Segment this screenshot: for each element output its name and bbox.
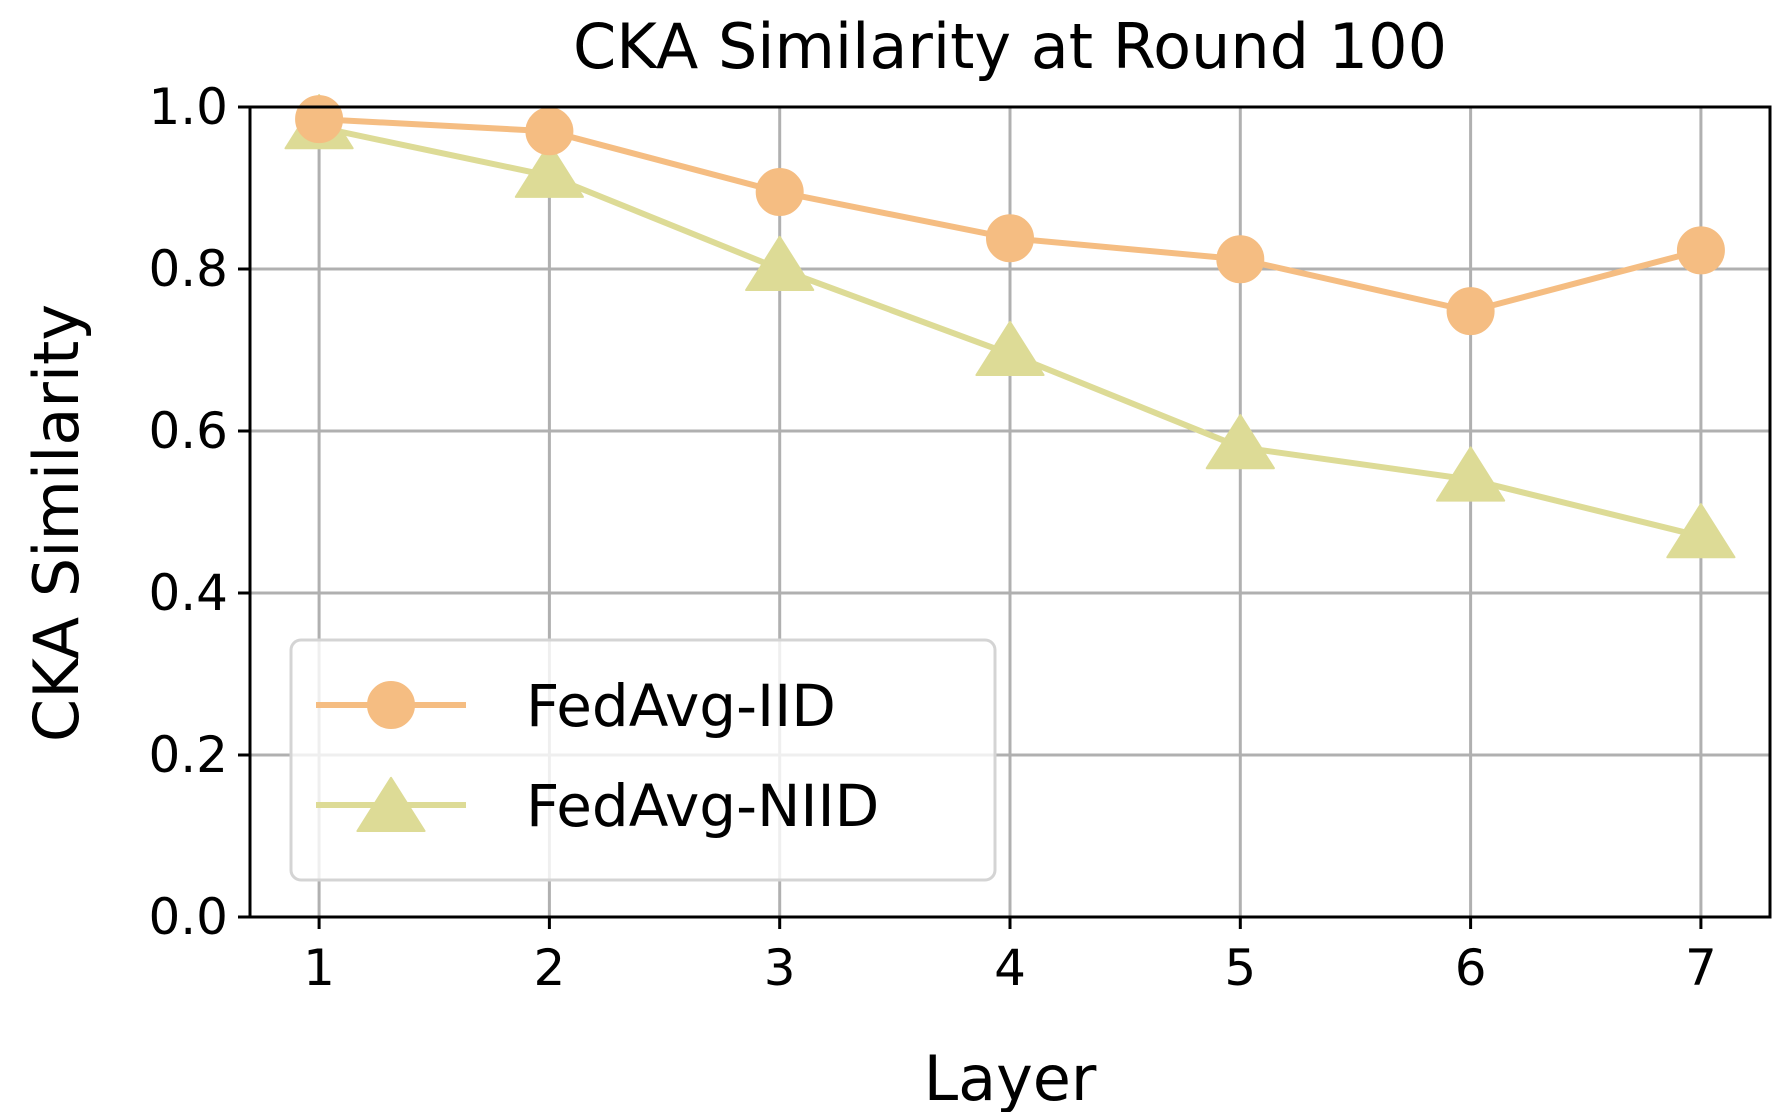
circle-point: [755, 168, 804, 217]
x-tick-label: 7: [1685, 939, 1717, 997]
plot-frame: [248, 105, 1772, 919]
legend-entry-fedavg-iid: FedAvg-IID: [316, 672, 836, 740]
legend-frame: [289, 638, 997, 882]
circle-point: [1446, 287, 1495, 336]
circle-point: [986, 214, 1034, 263]
y-tick-label: 0.2: [148, 726, 228, 784]
triangle-point: [1205, 414, 1275, 470]
legend: FedAvg-IID FedAvg-NIID: [289, 638, 997, 882]
triangle-point: [745, 235, 815, 291]
y-tick-label: 0.4: [148, 564, 228, 622]
x-tick-label: 1: [303, 939, 335, 997]
circle-point: [1676, 226, 1725, 275]
legend-label: FedAvg-NIID: [526, 772, 879, 840]
y-tick-label: 0.6: [148, 402, 228, 460]
legend-entry-fedavg-niid: FedAvg-NIID: [316, 772, 879, 840]
x-axis-label: Layer: [924, 1042, 1097, 1112]
triangle-point: [514, 142, 584, 198]
x-tick-label: 5: [1224, 939, 1256, 997]
legend-marker: [356, 776, 426, 832]
circle-point: [1216, 235, 1265, 284]
x-tick-label: 3: [764, 939, 796, 997]
x-tick-label: 6: [1455, 939, 1487, 997]
circle-point: [525, 107, 574, 156]
triangle-point: [975, 320, 1045, 377]
y-tick-label: 0.0: [148, 888, 228, 946]
series-fedavg-iid: [295, 95, 1725, 336]
legend-label: FedAvg-IID: [526, 672, 836, 740]
triangle-point: [1666, 503, 1736, 559]
legend-marker: [367, 681, 415, 729]
series-layer: [284, 94, 1736, 559]
series-fedavg-niid: [284, 94, 1736, 559]
triangle-point: [1436, 446, 1506, 502]
y-tick-label: 1.0: [148, 78, 228, 136]
y-tick-label: 0.8: [148, 240, 228, 298]
x-tick-label: 4: [994, 939, 1026, 997]
y-axis-label: CKA Similarity: [20, 304, 93, 742]
x-tick-label: 2: [533, 939, 565, 997]
circle-point: [295, 95, 344, 144]
chart-title: CKA Similarity at Round 100: [573, 10, 1447, 83]
ticks: 1 2 3 4 5 6 7 0.0 0.2 0.4 0.6 0.8 1.0: [148, 78, 1716, 997]
